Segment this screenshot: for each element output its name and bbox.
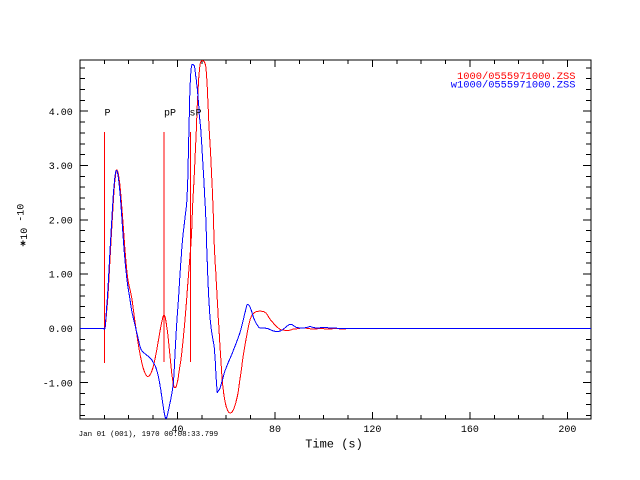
svg-text:1.00: 1.00 xyxy=(49,271,73,282)
svg-text:sP: sP xyxy=(190,109,202,120)
svg-text:10 -10: 10 -10 xyxy=(17,204,32,240)
svg-text:w1000/0555971000.ZSS: w1000/0555971000.ZSS xyxy=(451,80,576,92)
svg-text:40: 40 xyxy=(171,425,183,436)
svg-text:-1.00: -1.00 xyxy=(43,379,73,390)
svg-text:P: P xyxy=(105,109,111,120)
svg-text:80: 80 xyxy=(269,425,281,436)
svg-text:160: 160 xyxy=(461,425,479,436)
svg-text:Time (s): Time (s) xyxy=(305,437,363,451)
svg-text:2.00: 2.00 xyxy=(49,216,73,227)
svg-text:pP: pP xyxy=(164,109,176,120)
svg-text:3.00: 3.00 xyxy=(49,162,73,173)
svg-text:200: 200 xyxy=(558,425,576,436)
svg-text:1000/0555971000.ZSS: 1000/0555971000.ZSS xyxy=(457,71,575,83)
svg-text:120: 120 xyxy=(363,425,381,436)
svg-text:0.00: 0.00 xyxy=(49,325,73,336)
svg-text:Jan 01 (001), 1970 00:08:33.7: Jan 01 (001), 1970 00:08:33.799 xyxy=(79,431,219,439)
svg-text:4.00: 4.00 xyxy=(49,108,73,119)
